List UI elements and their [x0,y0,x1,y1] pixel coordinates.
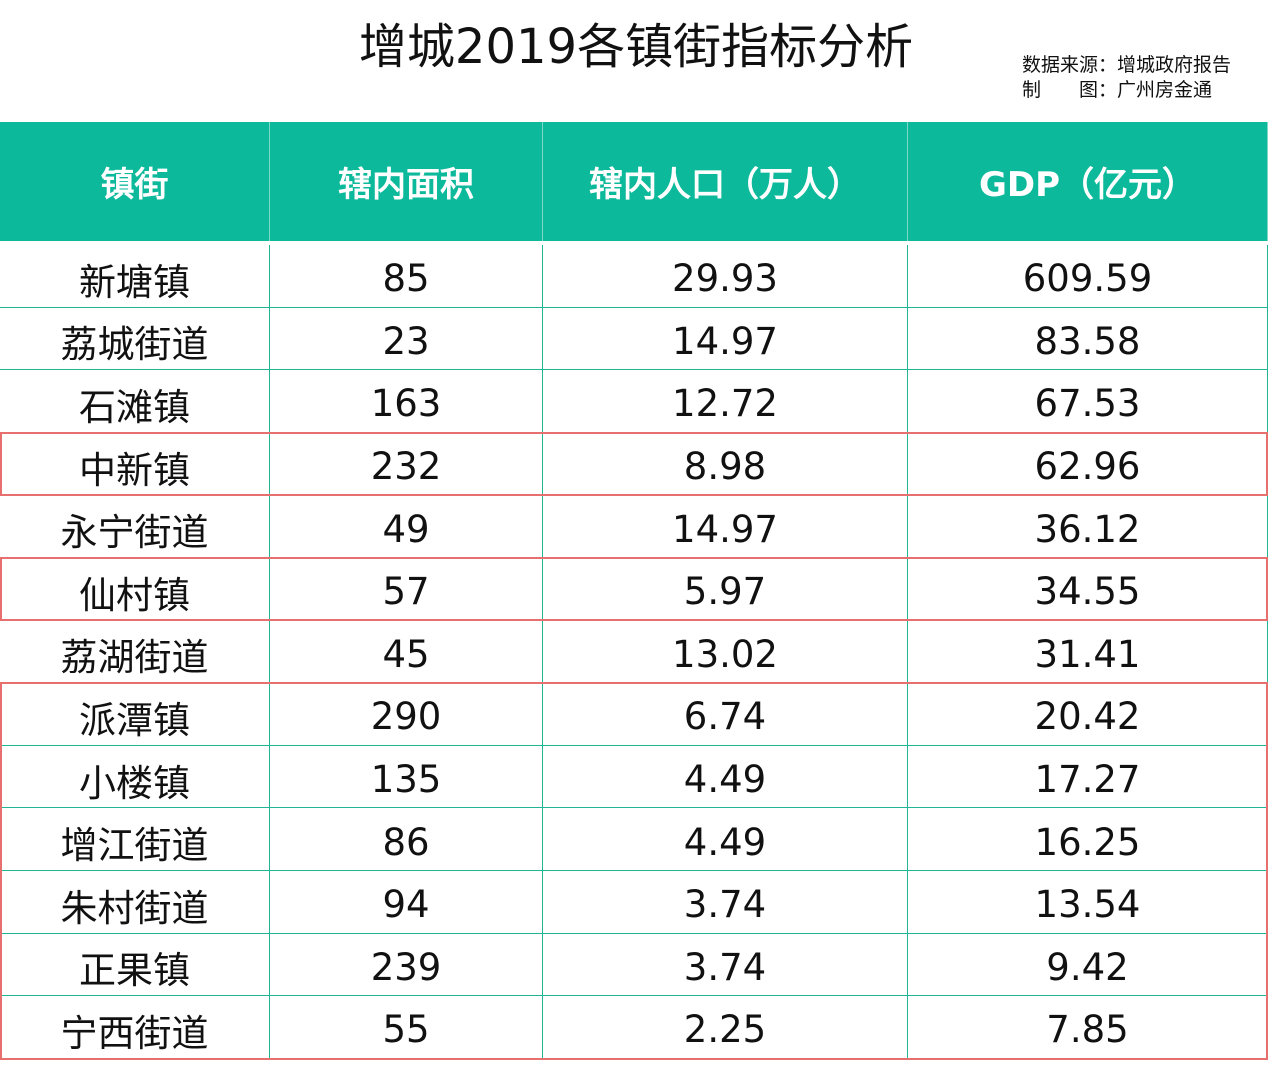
table-cell: 49 [270,495,543,558]
table-cell: 62.96 [908,432,1268,496]
table-cell: 94 [270,871,543,934]
table-cell: 290 [270,683,543,746]
table-cell: 2.25 [543,996,908,1059]
header-cell: 辖内面积 [270,122,543,241]
header-cell: 镇街 [0,122,270,241]
table-cell: 23 [270,307,543,371]
table-cell: 29.93 [543,245,908,308]
table-cell: 31.41 [908,620,1268,684]
table-cell: 小楼镇 [0,745,270,809]
table-cell: 荔湖街道 [0,620,270,684]
table-cell: 85 [270,245,543,308]
table-cell: 16.25 [908,808,1268,871]
table-cell: 6.74 [543,683,908,746]
table-cell: 派潭镇 [0,683,270,746]
table-cell: 3.74 [543,933,908,997]
table-cell: 4.49 [543,808,908,871]
table-cell: 12.72 [543,370,908,433]
table-cell: 57 [270,558,543,621]
table-cell: 86 [270,808,543,871]
table-cell: 仙村镇 [0,558,270,621]
table-cell: 34.55 [908,558,1268,621]
table-cell: 55 [270,996,543,1059]
table-cell: 17.27 [908,745,1268,809]
table-cell: 中新镇 [0,432,270,496]
table-cell: 5.97 [543,558,908,621]
table-cell: 135 [270,745,543,809]
table-cell: 9.42 [908,933,1268,997]
table-cell: 163 [270,370,543,433]
author: 制 图：广州房金通 [1022,79,1213,101]
table-cell: 45 [270,620,543,684]
table-cell: 14.97 [543,495,908,558]
table-cell: 正果镇 [0,933,270,997]
table-cell: 永宁街道 [0,495,270,558]
table-cell: 36.12 [908,495,1268,558]
header-cell: GDP（亿元） [908,122,1268,241]
table-cell: 14.97 [543,307,908,371]
table-cell: 83.58 [908,307,1268,371]
header-cell: 辖内人口（万人） [543,122,908,241]
table-cell: 8.98 [543,432,908,496]
table-cell: 13.54 [908,871,1268,934]
table-cell: 67.53 [908,370,1268,433]
table-cell: 609.59 [908,245,1268,308]
table-cell: 石滩镇 [0,370,270,433]
table-cell: 增江街道 [0,808,270,871]
table-cell: 13.02 [543,620,908,684]
table-cell: 宁西街道 [0,996,270,1059]
table-cell: 3.74 [543,871,908,934]
table-cell: 7.85 [908,996,1268,1059]
table-cell: 20.42 [908,683,1268,746]
table-cell: 荔城街道 [0,307,270,371]
table-cell: 4.49 [543,745,908,809]
table-cell: 朱村街道 [0,871,270,934]
title: 增城2019各镇街指标分析 [358,19,914,75]
table-cell: 232 [270,432,543,496]
table-cell: 239 [270,933,543,997]
table-cell: 新塘镇 [0,245,270,308]
source: 数据来源：增城政府报告 [1022,54,1232,76]
